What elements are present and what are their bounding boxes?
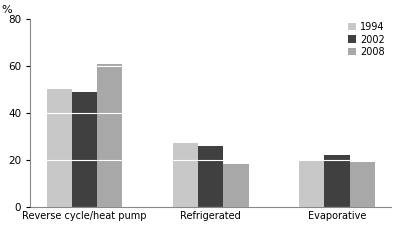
Bar	[224, 164, 249, 207]
Bar	[198, 146, 224, 207]
Text: %: %	[1, 5, 12, 15]
Bar	[46, 89, 72, 207]
Bar	[72, 92, 97, 207]
Bar	[299, 160, 324, 207]
Bar	[324, 155, 350, 207]
Bar	[97, 64, 122, 207]
Bar	[173, 143, 198, 207]
Legend: 1994, 2002, 2008: 1994, 2002, 2008	[346, 20, 387, 59]
Bar	[350, 162, 375, 207]
